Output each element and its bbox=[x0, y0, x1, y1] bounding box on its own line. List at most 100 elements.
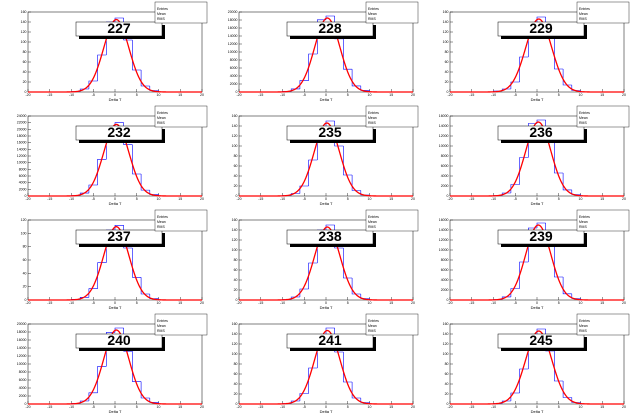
x-axis-label: Delta T bbox=[109, 305, 122, 310]
x-tick-label: -5 bbox=[92, 405, 95, 409]
x-tick-label: 5 bbox=[136, 93, 138, 97]
y-tick-label: 0 bbox=[25, 90, 27, 94]
x-axis-label: Delta T bbox=[109, 97, 122, 102]
y-tick-label: 10000 bbox=[439, 248, 449, 252]
fit-curve bbox=[450, 330, 624, 405]
hist-bin bbox=[351, 278, 361, 295]
x-tick-label: 0 bbox=[536, 93, 538, 97]
x-tick-label: -10 bbox=[69, 93, 74, 97]
y-tick-label: 140 bbox=[443, 332, 449, 336]
y-tick-label: 4000 bbox=[441, 278, 449, 282]
hist-bin bbox=[88, 80, 98, 89]
y-tick-label: 60 bbox=[445, 60, 449, 64]
x-tick-label: -10 bbox=[280, 197, 285, 201]
x-tick-label: 20 bbox=[411, 197, 415, 201]
x-tick-label: 10 bbox=[157, 197, 161, 201]
y-tick-label: 40 bbox=[23, 271, 27, 275]
y-tick-label: 100 bbox=[232, 144, 238, 148]
title-box bbox=[286, 125, 374, 141]
hist-bin bbox=[149, 294, 159, 299]
x-axis-label: Delta T bbox=[320, 201, 333, 206]
x-tick-label: 15 bbox=[600, 301, 604, 305]
y-tick-label: 12000 bbox=[439, 238, 449, 242]
stats-label: Entries bbox=[157, 7, 168, 11]
hist-bin bbox=[536, 222, 546, 228]
stats-label: Entries bbox=[579, 111, 590, 115]
y-tick-label: 140 bbox=[232, 332, 238, 336]
x-tick-label: 10 bbox=[157, 405, 161, 409]
y-tick-label: 20 bbox=[23, 285, 27, 289]
stats-label: Entries bbox=[368, 111, 379, 115]
y-tick-label: 16000 bbox=[439, 114, 449, 118]
stats-box bbox=[576, 209, 630, 232]
x-tick-label: 20 bbox=[411, 301, 415, 305]
y-tick-label: 8000 bbox=[19, 167, 27, 171]
y-tick-label: 100 bbox=[443, 352, 449, 356]
x-axis-label: Delta T bbox=[531, 201, 544, 206]
y-tick-label: 120 bbox=[232, 238, 238, 242]
x-tick-label: -5 bbox=[92, 197, 95, 201]
stats-box bbox=[154, 105, 208, 128]
hist-bin bbox=[88, 184, 98, 194]
x-tick-label: -5 bbox=[303, 405, 306, 409]
x-tick-label: 15 bbox=[600, 197, 604, 201]
hist-bin bbox=[343, 146, 353, 176]
x-tick-label: -15 bbox=[258, 197, 263, 201]
x-tick-label: 15 bbox=[178, 301, 182, 305]
x-tick-label: 0 bbox=[536, 197, 538, 201]
hist-bin bbox=[308, 53, 318, 81]
hist-bin bbox=[97, 54, 107, 81]
x-tick-label: 5 bbox=[136, 405, 138, 409]
x-tick-label: -5 bbox=[514, 197, 517, 201]
x-tick-label: -15 bbox=[47, 197, 52, 201]
hist-bin bbox=[510, 184, 520, 193]
y-tick-label: 120 bbox=[232, 342, 238, 346]
x-tick-label: -5 bbox=[92, 93, 95, 97]
hist-bin bbox=[299, 185, 309, 194]
x-tick-label: -20 bbox=[236, 197, 241, 201]
stats-label: RMS bbox=[579, 225, 587, 229]
x-tick-label: -20 bbox=[447, 405, 452, 409]
x-axis-label: Delta T bbox=[109, 201, 122, 206]
stats-label: Mean bbox=[368, 116, 377, 120]
y-tick-label: 6000 bbox=[230, 66, 238, 70]
y-tick-label: 10000 bbox=[228, 50, 238, 54]
x-tick-label: 15 bbox=[389, 197, 393, 201]
y-tick-label: 20 bbox=[234, 392, 238, 396]
y-tick-label: 40 bbox=[234, 174, 238, 178]
x-tick-label: -15 bbox=[258, 405, 263, 409]
x-tick-label: 0 bbox=[114, 93, 116, 97]
y-tick-label: 80 bbox=[23, 50, 27, 54]
y-tick-label: 0 bbox=[236, 402, 238, 406]
stats-label: Entries bbox=[368, 215, 379, 219]
x-tick-label: 0 bbox=[325, 405, 327, 409]
y-tick-label: 2000 bbox=[19, 187, 27, 191]
y-tick-label: 60 bbox=[23, 60, 27, 64]
hist-bin bbox=[510, 288, 520, 297]
x-tick-label: -5 bbox=[514, 405, 517, 409]
y-tick-label: 20 bbox=[234, 184, 238, 188]
chart-title: 241 bbox=[318, 332, 342, 348]
hist-bin bbox=[140, 174, 150, 191]
x-tick-label: 0 bbox=[114, 405, 116, 409]
y-tick-label: 100 bbox=[443, 40, 449, 44]
x-tick-label: -20 bbox=[236, 405, 241, 409]
x-tick-label: 0 bbox=[536, 405, 538, 409]
hist-bin bbox=[343, 248, 353, 279]
stats-label: RMS bbox=[368, 329, 376, 333]
x-tick-label: -20 bbox=[236, 301, 241, 305]
hist-bin bbox=[562, 277, 572, 295]
y-tick-label: 160 bbox=[443, 10, 449, 14]
y-tick-label: 0 bbox=[447, 402, 449, 406]
x-tick-label: -5 bbox=[514, 301, 517, 305]
hist-bin bbox=[519, 261, 529, 289]
chart-title: 228 bbox=[318, 20, 342, 36]
x-tick-label: 15 bbox=[389, 405, 393, 409]
hist-bin bbox=[106, 332, 115, 367]
chart-title: 237 bbox=[107, 228, 131, 244]
y-tick-label: 20 bbox=[234, 288, 238, 292]
y-tick-label: 40 bbox=[445, 382, 449, 386]
x-tick-label: 20 bbox=[200, 93, 204, 97]
x-tick-label: -5 bbox=[303, 301, 306, 305]
y-tick-label: 2000 bbox=[441, 288, 449, 292]
